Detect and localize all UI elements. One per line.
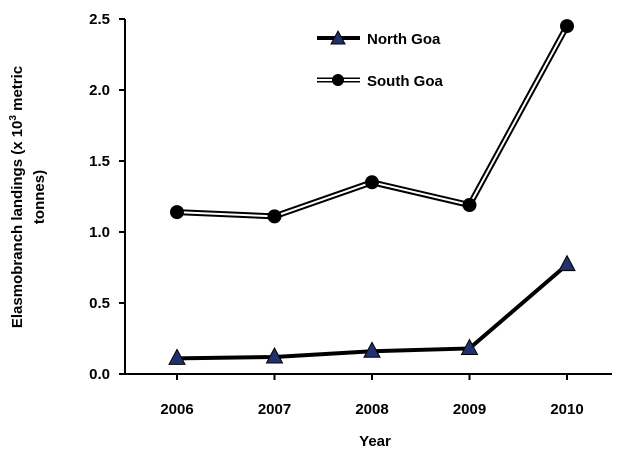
legend: North Goa South Goa	[317, 29, 443, 90]
data-point-north-goa	[168, 348, 186, 365]
svg-text:Elasmobranch landings (x 103 m: Elasmobranch landings (x 103 metric	[8, 66, 26, 328]
y-axis-title-part2: metric	[9, 66, 26, 115]
legend-swatch-north-goa-triangle-icon	[330, 29, 346, 45]
axes	[124, 19, 612, 375]
y-tick-label: 1.0	[89, 224, 110, 241]
legend-label-south-goa: South Goa	[367, 73, 443, 90]
y-ticks: 0.0 0.5 1.0 1.5 2.0 2.5	[89, 11, 125, 383]
y-tick-label: 2.0	[89, 82, 110, 99]
data-point-north-goa	[460, 338, 479, 355]
legend-item-north-goa: North Goa	[317, 29, 441, 48]
data-point-south-goa	[267, 209, 282, 224]
data-point-north-goa	[363, 341, 381, 358]
x-tick-label: 2007	[258, 401, 291, 418]
y-tick-label: 0.5	[89, 295, 110, 312]
data-point-north-goa	[265, 346, 284, 364]
x-axis-title: Year	[359, 433, 391, 450]
x-tick-label: 2008	[355, 401, 388, 418]
y-tick-label: 0.0	[89, 366, 110, 383]
data-point-north-goa	[558, 254, 576, 272]
legend-label-north-goa: North Goa	[367, 31, 441, 48]
y-axis-title-superscript: 3	[8, 115, 19, 121]
data-point-south-goa	[365, 175, 379, 190]
data-point-south-goa	[170, 205, 184, 220]
x-tick-label: 2010	[550, 401, 583, 418]
y-axis-title-part1: Elasmobranch landings (x 10	[9, 121, 26, 329]
series-layer	[168, 19, 576, 365]
x-tick-label: 2006	[160, 401, 193, 418]
y-axis-title: Elasmobranch landings (x 103 metric tonn…	[8, 66, 48, 328]
y-tick-label: 1.5	[89, 153, 110, 170]
y-axis-title-line2: tonnes)	[31, 170, 48, 224]
legend-swatch-south-goa-circle-icon	[332, 74, 344, 86]
x-tick-label: 2009	[453, 401, 486, 418]
legend-item-south-goa: South Goa	[317, 73, 443, 90]
data-point-south-goa	[560, 19, 574, 34]
data-point-south-goa	[462, 198, 477, 213]
x-ticks: 2006 2007 2008 2009 2010	[160, 374, 584, 418]
y-tick-label: 2.5	[89, 11, 110, 28]
